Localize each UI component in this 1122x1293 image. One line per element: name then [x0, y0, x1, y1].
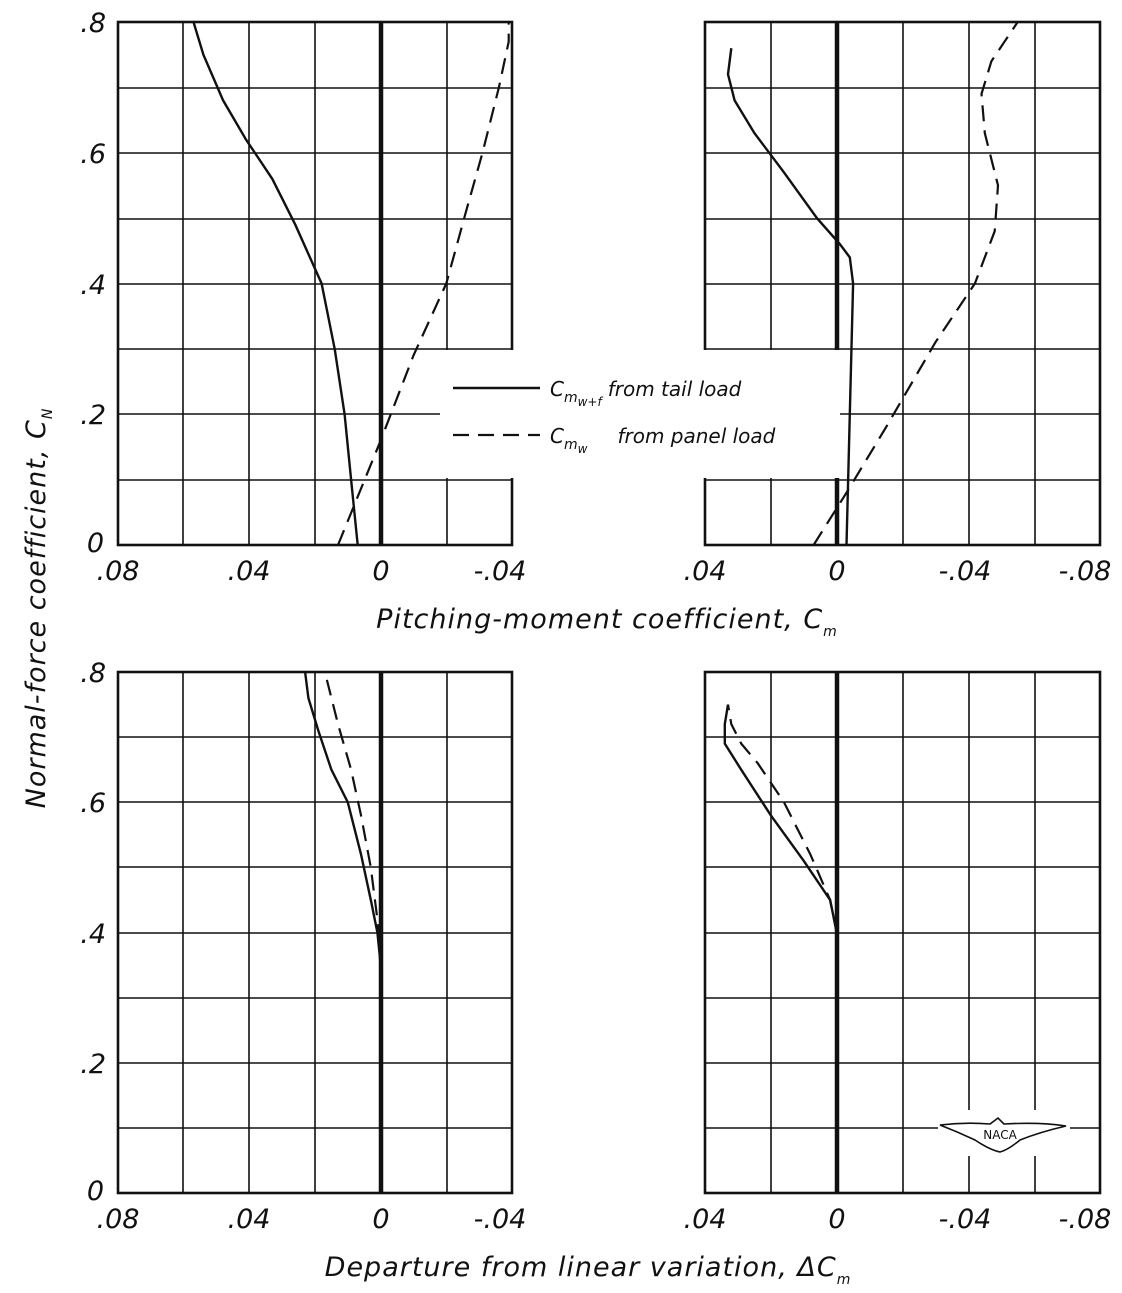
y-tick-label: .6: [80, 139, 106, 170]
x-axis-title-top: Pitching-moment coefficient, Cm: [376, 604, 838, 640]
y-tick-label: .4: [80, 919, 106, 950]
ticks-top-left: .8 .6 .4 .2 0 .08 .04 0 -.04: [80, 8, 526, 587]
series-line-solid-bottom-left: [303, 671, 382, 998]
x-tick-label: 0: [372, 1204, 389, 1235]
x-axis-title-bottom: Departure from linear variation, ΔCm: [325, 1252, 852, 1288]
plot-frame: [703, 20, 1102, 547]
panel-bottom-left: [116, 670, 514, 1195]
legend-dashed-sub: m: [564, 437, 578, 453]
x-tick-label: 0: [372, 556, 389, 587]
x-axis-title-top-text: Pitching-moment coefficient, C: [376, 604, 823, 635]
y-axis-title-text: Normal-force coefficient, C: [21, 419, 52, 808]
x-tick-label: .04: [228, 1204, 271, 1235]
legend-dashed-sub2: w: [578, 442, 588, 456]
y-axis-title-subscript: N: [40, 408, 56, 419]
x-tick-label: 0: [828, 556, 845, 587]
series-line-dashed-bottom-left: [323, 671, 382, 966]
x-tick-label: -.04: [939, 556, 992, 587]
grid: [705, 672, 1100, 1193]
grid: [705, 22, 1100, 545]
series-line-solid-bottom-right: [723, 704, 838, 933]
x-tick-label: -.08: [1059, 556, 1112, 587]
legend-dashed-label: from panel load: [617, 424, 775, 448]
naca-wings-icon: [939, 1116, 1067, 1153]
x-tick-label: -.04: [939, 1204, 992, 1235]
series-layer: [192, 21, 1019, 998]
naca-logo-text: NACA: [983, 1128, 1017, 1142]
y-tick-label: 0: [87, 528, 104, 559]
y-tick-label: .2: [80, 400, 106, 431]
legend-solid-entry: Cmw+f from tail load: [550, 377, 742, 409]
x-tick-label: .04: [684, 556, 727, 587]
x-axis-title-bottom-subscript: m: [837, 1272, 852, 1288]
plot-frame: [116, 670, 514, 1195]
x-tick-label: -.04: [474, 556, 527, 587]
x-tick-label: -.08: [1059, 1204, 1112, 1235]
y-tick-label: .2: [80, 1049, 106, 1080]
plot-frame: [116, 20, 514, 547]
x-tick-label: .08: [97, 556, 140, 587]
naca-logo: NACA: [938, 1110, 1070, 1156]
ticks-top-right: .04 0 -.04 -.08: [684, 556, 1112, 587]
y-tick-label: 0: [87, 1176, 104, 1207]
plot-frame: [703, 670, 1102, 1195]
series-line-solid-top-right: [726, 48, 855, 546]
ticks-bottom-right: .04 0 -.04 -.08: [684, 1204, 1112, 1235]
legend-solid-sub: m: [564, 390, 578, 406]
x-axis-title-bottom-text: Departure from linear variation, ΔC: [325, 1252, 837, 1283]
panel-bottom-right: [703, 670, 1102, 1195]
legend-solid-sub2: w+f: [578, 395, 604, 409]
y-tick-label: .8: [80, 8, 106, 39]
legend-background: [440, 350, 840, 478]
x-tick-label: 0: [828, 1204, 845, 1235]
series-line-dashed-top-right: [812, 21, 1019, 546]
panel-top-left: [116, 20, 514, 547]
y-axis-title: Normal-force coefficient, CN: [21, 408, 56, 809]
legend-solid-symbol: C: [550, 377, 564, 401]
series-line-dashed-bottom-right: [726, 704, 838, 933]
ticks-bottom-left: .8 .6 .4 .2 0 .08 .04 0 -.04: [80, 658, 526, 1235]
grid: [118, 672, 512, 1193]
series-line-dashed-top-left: [336, 22, 510, 546]
legend: Cmw+ffrom tail load Cmwfrom panel load: [453, 377, 776, 456]
y-tick-label: .8: [80, 658, 106, 689]
x-tick-label: -.04: [474, 1204, 527, 1235]
x-axis-title-top-subscript: m: [823, 624, 838, 640]
x-tick-label: .08: [97, 1204, 140, 1235]
legend-solid-label: from tail load: [608, 377, 742, 401]
y-tick-label: .6: [80, 788, 106, 819]
x-tick-label: .04: [684, 1204, 727, 1235]
x-tick-label: .04: [228, 556, 271, 587]
legend-dashed-entry: Cmw from panel load: [550, 424, 776, 456]
y-tick-label: .4: [80, 270, 106, 301]
series-line-solid-top-left: [192, 21, 359, 546]
legend-dashed-symbol: C: [550, 424, 564, 448]
